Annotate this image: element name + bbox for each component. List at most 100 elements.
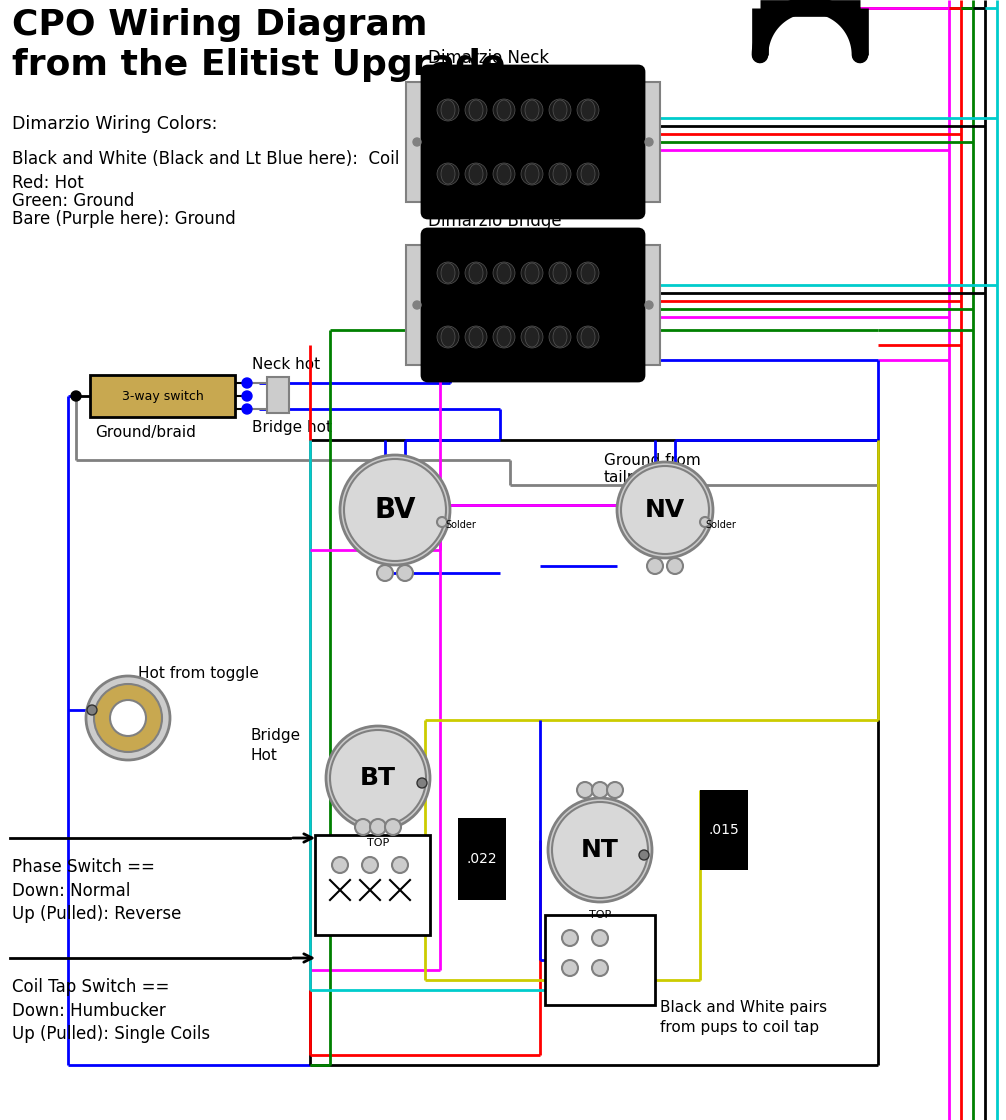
FancyBboxPatch shape (422, 228, 644, 381)
Text: Phase Switch ==
Down: Normal
Up (Pulled): Reverse: Phase Switch == Down: Normal Up (Pulled)… (12, 858, 181, 923)
Circle shape (577, 262, 599, 284)
Circle shape (617, 463, 713, 558)
Circle shape (577, 164, 599, 185)
Circle shape (340, 455, 450, 564)
Ellipse shape (497, 100, 511, 120)
Circle shape (437, 164, 459, 185)
Text: Bridge
Hot: Bridge Hot (250, 728, 300, 763)
Bar (267, 377, 289, 413)
Circle shape (385, 819, 401, 836)
Bar (458, 818, 506, 900)
Text: NV: NV (645, 498, 685, 522)
Ellipse shape (525, 164, 539, 184)
Ellipse shape (581, 164, 595, 184)
Circle shape (645, 138, 653, 146)
Text: Red: Hot: Red: Hot (12, 174, 83, 192)
Ellipse shape (441, 263, 455, 283)
Text: Dimarzio Bridge: Dimarzio Bridge (428, 212, 561, 230)
Ellipse shape (469, 164, 483, 184)
Circle shape (562, 930, 578, 946)
Text: Ground/braid: Ground/braid (95, 424, 196, 440)
Circle shape (413, 301, 421, 309)
Circle shape (621, 466, 709, 554)
Ellipse shape (553, 327, 567, 347)
Ellipse shape (553, 100, 567, 120)
Circle shape (465, 326, 487, 348)
Circle shape (645, 301, 653, 309)
Ellipse shape (441, 327, 455, 347)
Text: CPO Wiring Diagram: CPO Wiring Diagram (12, 8, 428, 43)
Circle shape (437, 99, 459, 121)
Text: Hot from toggle: Hot from toggle (138, 666, 259, 681)
Circle shape (465, 164, 487, 185)
Circle shape (377, 564, 393, 581)
Circle shape (521, 164, 543, 185)
Circle shape (493, 164, 515, 185)
Circle shape (362, 857, 378, 872)
Circle shape (592, 782, 608, 799)
Circle shape (370, 819, 386, 836)
Circle shape (549, 164, 571, 185)
Text: TOP: TOP (589, 909, 611, 920)
Circle shape (110, 700, 146, 736)
Ellipse shape (469, 327, 483, 347)
Text: 3-way switch: 3-way switch (122, 390, 203, 402)
Circle shape (577, 782, 593, 799)
Ellipse shape (581, 327, 595, 347)
Text: NT: NT (581, 838, 619, 862)
Text: Solder: Solder (445, 520, 476, 530)
Circle shape (397, 564, 413, 581)
FancyBboxPatch shape (422, 66, 644, 218)
Text: BT: BT (360, 766, 396, 790)
Circle shape (549, 262, 571, 284)
Circle shape (647, 558, 663, 575)
Circle shape (592, 960, 608, 976)
Circle shape (577, 99, 599, 121)
Bar (700, 790, 748, 870)
Circle shape (437, 326, 459, 348)
Circle shape (242, 391, 252, 401)
Circle shape (413, 138, 421, 146)
Circle shape (94, 684, 162, 752)
Circle shape (242, 379, 252, 388)
Circle shape (71, 391, 81, 401)
Ellipse shape (497, 263, 511, 283)
Ellipse shape (553, 263, 567, 283)
Text: Bridge hot: Bridge hot (252, 420, 332, 435)
Circle shape (86, 676, 170, 760)
Bar (638, 82, 660, 202)
Circle shape (667, 558, 683, 575)
Ellipse shape (581, 100, 595, 120)
Circle shape (700, 517, 710, 528)
Circle shape (392, 857, 408, 872)
Ellipse shape (581, 263, 595, 283)
Text: from the Elitist Upgrade: from the Elitist Upgrade (12, 48, 505, 82)
Bar (406, 245, 428, 365)
Bar (406, 82, 428, 202)
Circle shape (417, 778, 427, 788)
Circle shape (521, 326, 543, 348)
Circle shape (330, 730, 426, 827)
Ellipse shape (525, 327, 539, 347)
Text: BV: BV (374, 496, 415, 524)
Circle shape (577, 326, 599, 348)
Ellipse shape (497, 327, 511, 347)
Bar (638, 245, 660, 365)
Circle shape (493, 99, 515, 121)
Text: Bare (Purple here): Ground: Bare (Purple here): Ground (12, 211, 235, 228)
Circle shape (493, 262, 515, 284)
Circle shape (326, 726, 430, 830)
Circle shape (548, 799, 652, 902)
Text: .015: .015 (708, 823, 739, 837)
Ellipse shape (441, 100, 455, 120)
Text: Black and White (Black and Lt Blue here):  Coil wires: Black and White (Black and Lt Blue here)… (12, 150, 449, 168)
Ellipse shape (525, 263, 539, 283)
Circle shape (87, 704, 97, 715)
Circle shape (465, 99, 487, 121)
Circle shape (639, 850, 649, 860)
Text: Green: Ground: Green: Ground (12, 192, 135, 211)
Circle shape (465, 262, 487, 284)
Ellipse shape (553, 164, 567, 184)
Text: Dimarzio Neck: Dimarzio Neck (428, 49, 549, 67)
Ellipse shape (525, 100, 539, 120)
